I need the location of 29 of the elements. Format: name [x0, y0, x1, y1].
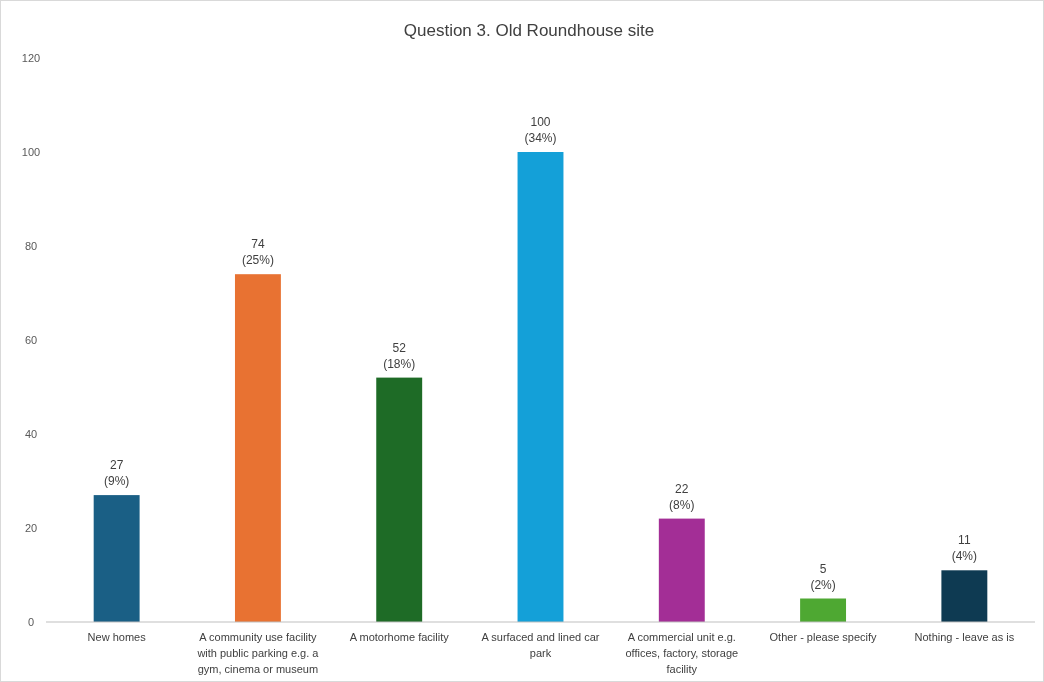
bar — [517, 152, 564, 622]
y-tick-label: 120 — [21, 52, 41, 64]
data-label: 22 (8%) — [669, 481, 695, 512]
bar — [234, 274, 281, 622]
data-label: 100 (34%) — [524, 115, 557, 145]
y-tick-label: 40 — [24, 428, 38, 440]
x-tick-label: A community use facility with public parking e.g. a gym, cinema or museum — [196, 631, 320, 675]
data-label: 74 (25%) — [241, 237, 274, 268]
x-tick-label: Other - please specify — [769, 631, 878, 643]
data-label: 11 (4%) — [951, 533, 978, 564]
y-tick-label: 20 — [24, 522, 38, 534]
x-tick-label: A motorhome facility — [349, 631, 450, 643]
y-tick-label: 0 — [27, 616, 35, 628]
bar — [800, 598, 847, 622]
x-tick-label: A surfaced and lined car park — [481, 631, 600, 659]
bar — [941, 570, 988, 622]
chart-title: Question 3. Old Roundhouse site — [403, 21, 655, 40]
data-label: 52 (18%) — [383, 340, 416, 371]
bar — [93, 495, 140, 622]
bar — [376, 377, 423, 622]
x-tick-label: New homes — [87, 631, 147, 643]
data-label: 27 (9%) — [103, 458, 130, 489]
data-label: 5 (2%) — [810, 561, 836, 592]
y-tick-label: 80 — [24, 240, 38, 252]
x-tick-label: A commercial unit e.g. offices, factory, storage facility — [625, 631, 739, 675]
x-tick-label: Nothing - leave as is — [914, 631, 1015, 643]
y-tick-label: 60 — [24, 334, 38, 346]
bar — [658, 518, 705, 622]
y-tick-label: 100 — [21, 146, 41, 158]
